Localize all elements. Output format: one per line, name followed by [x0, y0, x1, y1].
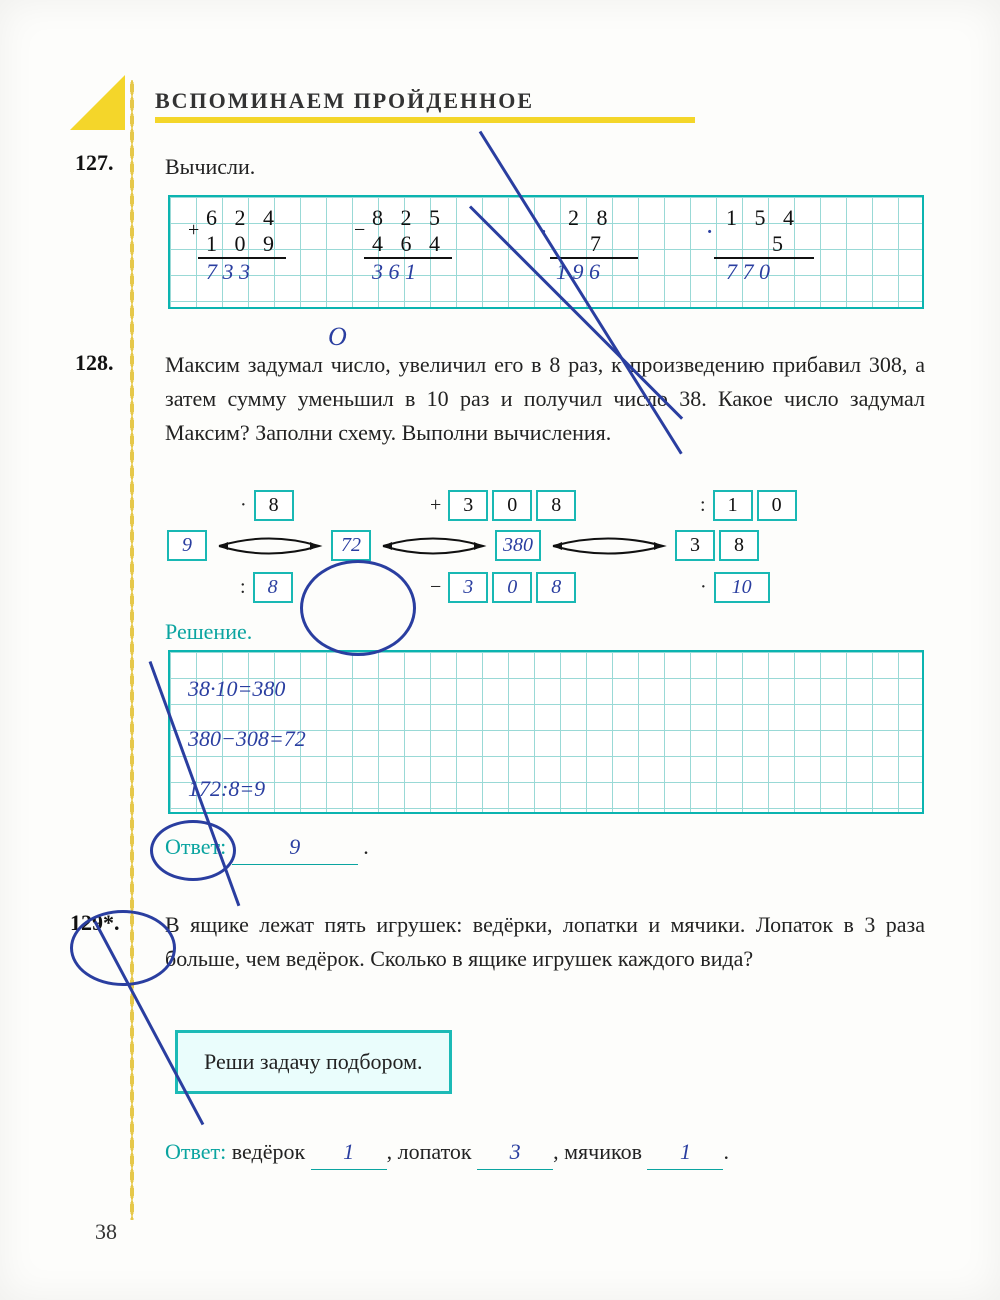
fish-arrow-2 [378, 531, 488, 561]
pen-letter-o: O [328, 322, 347, 352]
page: ВСПОМИНАЕМ ПРОЙДЕННОЕ 127. Вычисли. + 6 … [0, 0, 1000, 1300]
op-plus: + [188, 219, 199, 242]
answer-a3-label: мячиков [564, 1139, 642, 1164]
answer-a1: 1 [311, 1135, 387, 1170]
op-minus: − [354, 219, 365, 242]
scheme-bot-op2: − [430, 576, 441, 598]
calc4-b: 5 [772, 231, 789, 257]
scheme-bot-box-8: 8 [253, 572, 293, 603]
scheme-bot-box-8b: 8 [536, 572, 576, 603]
scheme-box-0a: 0 [492, 490, 532, 521]
label-answer-128: Ответ: 9 . [165, 830, 369, 865]
calc2-b: 4 6 4 [372, 231, 446, 257]
exercise-129-text: В ящике лежат пять игрушек: ведёрки, лоп… [165, 908, 925, 976]
exercise-number-129: 129*. [70, 910, 120, 936]
scheme-op2: + [430, 494, 441, 516]
calc3-b: 7 [590, 231, 607, 257]
node-72: 72 [331, 530, 371, 561]
calc4-a: 1 5 4 [726, 205, 800, 231]
scheme-bot-box-0: 0 [492, 572, 532, 603]
calc4-res: 7 7 0 [726, 259, 770, 285]
op-dot-4: · [706, 217, 713, 247]
exercise-127-grid: + 6 2 4 1 0 9 7 3 3 − 8 2 5 4 6 4 3 6 1 … [168, 195, 924, 309]
calc1-res: 7 3 3 [206, 259, 250, 285]
exercise-number-128: 128. [75, 350, 114, 376]
fish-arrow-3 [548, 531, 668, 561]
answer-label-129: Ответ: [165, 1139, 226, 1164]
answer-128: 9 [232, 830, 358, 865]
scheme-top-3: : 10 [700, 490, 799, 521]
exercise-128-text: Максим задумал число, увеличил его в 8 р… [165, 348, 925, 450]
answer-a1-label: ведёрок [232, 1139, 305, 1164]
page-number: 38 [95, 1219, 117, 1245]
section-title: ВСПОМИНАЕМ ПРОЙДЕННОЕ [155, 88, 534, 114]
fish-arrow-1 [214, 531, 324, 561]
work-line-3: 172:8=9 [188, 776, 265, 802]
node-3: 3 [675, 530, 715, 561]
scheme-bot-op1: : [240, 576, 246, 598]
scheme-bot-2: − 308 [430, 572, 578, 603]
calc1-b: 1 0 9 [206, 231, 280, 257]
node-9: 9 [167, 530, 207, 561]
answer-a3: 1 [647, 1135, 723, 1170]
hint-box: Реши задачу подбором. [175, 1030, 452, 1094]
scheme-mid: 9 72 380 38 [165, 530, 761, 561]
op-dot-3: · [540, 217, 547, 247]
answer-129-row: Ответ: ведёрок 1, лопаток 3, мячиков 1. [165, 1135, 945, 1170]
label-solution: Решение. [165, 615, 252, 649]
scheme-box-1: 1 [713, 490, 753, 521]
calc3-a: 2 8 [568, 205, 614, 231]
calc1-a: 6 2 4 [206, 205, 280, 231]
hint-text: Реши задачу подбором. [204, 1049, 423, 1074]
calc2-a: 8 2 5 [372, 205, 446, 231]
title-underline [155, 117, 695, 123]
scheme-box-8: 8 [254, 490, 294, 521]
exercise-127-prompt: Вычисли. [165, 150, 255, 184]
scheme-box-3a: 3 [448, 490, 488, 521]
scheme-op1: · [240, 494, 247, 516]
corner-triangle [70, 75, 125, 130]
scheme-bot-3: · 10 [700, 572, 772, 603]
answer-a2: 3 [477, 1135, 553, 1170]
node-8: 8 [719, 530, 759, 561]
calc3-res: 1 9 6 [556, 259, 600, 285]
scheme-bot-op3: · [700, 576, 707, 598]
node-380: 380 [495, 530, 541, 561]
work-line-1: 38·10=380 [188, 676, 285, 702]
left-margin-dots [130, 80, 134, 1220]
pen-circle-1 [300, 560, 416, 656]
scheme-op3: : [700, 494, 706, 516]
scheme-bot-box-3: 3 [448, 572, 488, 603]
scheme-bot-box-10: 10 [714, 572, 770, 603]
scheme-top-2: + 308 [430, 490, 578, 521]
work-line-2: 380−308=72 [188, 726, 306, 752]
calc2-res: 3 6 1 [372, 259, 416, 285]
scheme-box-0b: 0 [757, 490, 797, 521]
answer-label-128: Ответ: [165, 834, 226, 859]
scheme-bot-1: : 8 [240, 572, 295, 603]
exercise-128-grid: 38·10=380 380−308=72 172:8=9 [168, 650, 924, 814]
scheme-box-8a: 8 [536, 490, 576, 521]
scheme-top-1: · 8 [240, 490, 296, 521]
exercise-number-127: 127. [75, 150, 114, 176]
answer-a2-label: лопаток [398, 1139, 472, 1164]
